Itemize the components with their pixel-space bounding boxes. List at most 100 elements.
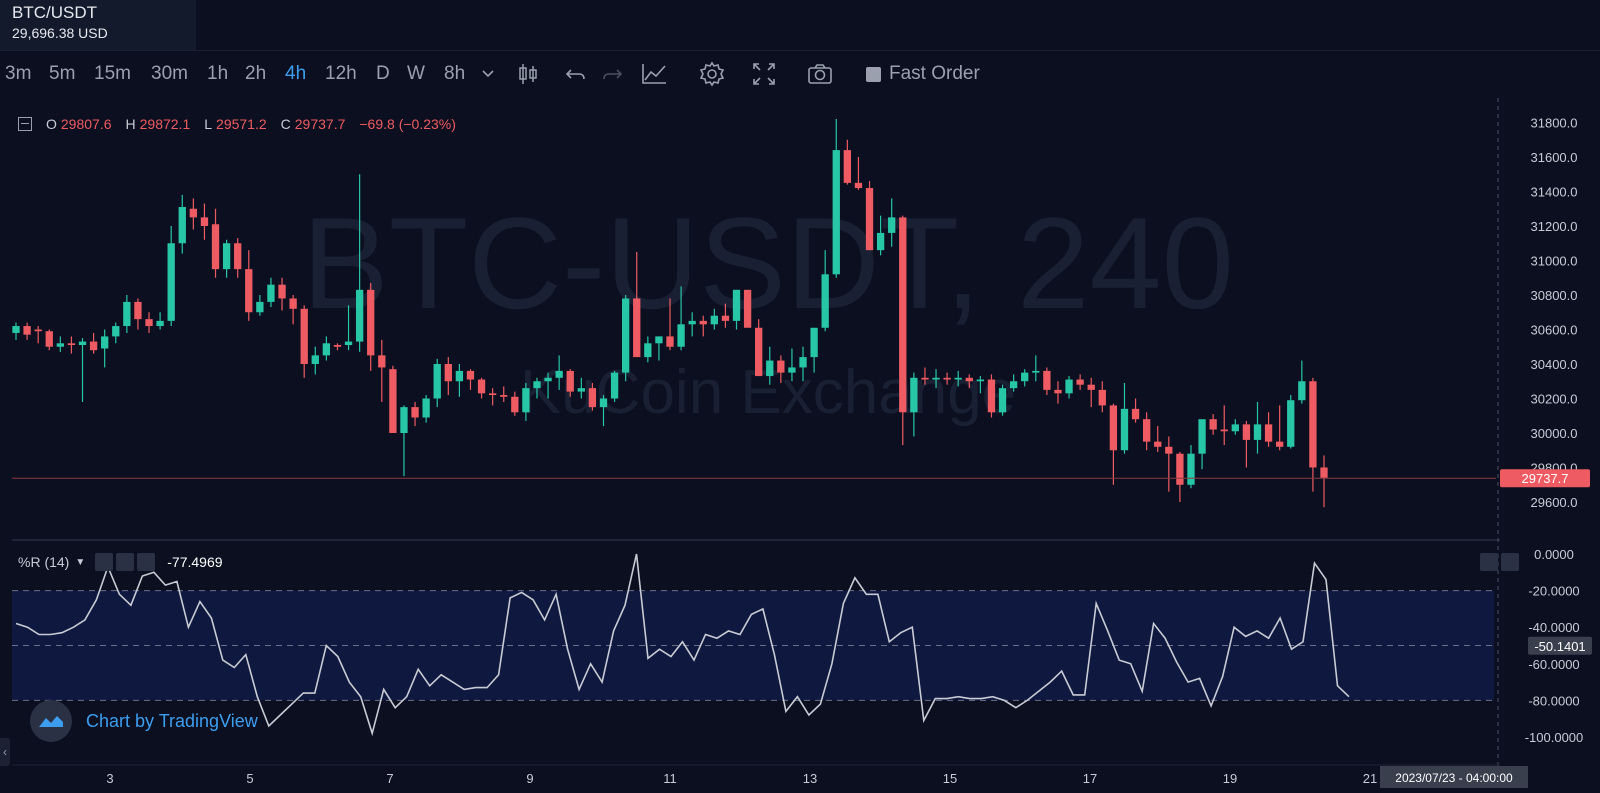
ticker-panel[interactable]: BTC/USDT 29,696.38 USD xyxy=(0,0,196,50)
date-tick-label: 3 xyxy=(106,771,113,786)
gear-icon[interactable] xyxy=(698,60,726,88)
candle xyxy=(821,250,829,332)
candle xyxy=(633,251,641,358)
date-tick-label: 7 xyxy=(386,771,393,786)
candle xyxy=(998,384,1007,416)
timeframe-15m[interactable]: 15m xyxy=(94,63,131,84)
candlestick-icon[interactable] xyxy=(514,60,542,88)
candle-body xyxy=(23,326,31,335)
price-chart[interactable]: BTC-USDT, 240 KuCoin Exchange 31800.0316… xyxy=(0,94,1600,793)
candle xyxy=(267,277,275,308)
timeframe-8h[interactable]: 8h xyxy=(444,63,466,84)
candle xyxy=(101,329,109,368)
candle-body xyxy=(1187,453,1195,485)
candle xyxy=(367,282,375,371)
candle-body xyxy=(311,355,319,364)
candle-body xyxy=(1287,400,1295,447)
candle xyxy=(45,329,53,351)
candle xyxy=(411,401,419,427)
candle xyxy=(1120,382,1129,454)
undo-icon[interactable] xyxy=(562,60,590,88)
caret-down-icon[interactable]: ▼ xyxy=(75,556,86,568)
candle xyxy=(843,139,852,185)
candle-body xyxy=(167,243,175,321)
candle-body xyxy=(411,407,419,418)
low-value: 29571.2 xyxy=(216,116,267,132)
timeframe-w[interactable]: W xyxy=(407,63,425,84)
fast-order-label: Fast Order xyxy=(889,63,980,84)
timeframe-3m[interactable]: 3m xyxy=(5,63,32,84)
chevron-down-icon[interactable] xyxy=(474,60,502,88)
candle-body xyxy=(1253,424,1262,440)
fast-order-checkbox[interactable] xyxy=(866,66,881,82)
timeframe-4h[interactable]: 4h xyxy=(285,63,307,84)
fast-order-toggle[interactable]: Fast Order xyxy=(866,63,980,85)
timeframe-d[interactable]: D xyxy=(376,63,390,84)
maximize-pane-icon[interactable] xyxy=(1480,553,1498,571)
candle-body xyxy=(1165,446,1173,454)
date-tick-label: 9 xyxy=(526,771,533,786)
timeframe-30m[interactable]: 30m xyxy=(151,63,188,84)
indicators-icon[interactable] xyxy=(640,60,668,88)
candle-body xyxy=(721,315,730,321)
eye-icon[interactable] xyxy=(95,553,114,571)
candle-body xyxy=(710,315,718,325)
indicator-tick-label: -60.0000 xyxy=(1528,657,1579,672)
settings-icon[interactable] xyxy=(116,553,135,571)
candle xyxy=(466,369,475,390)
candle-body xyxy=(755,327,763,377)
high-label: H xyxy=(125,116,136,132)
candle xyxy=(1109,403,1118,485)
ohlc-legend: O 29807.6 H 29872.1 L 29571.2 C 29737.7 … xyxy=(18,116,466,132)
camera-icon[interactable] xyxy=(806,60,834,88)
side-panel-handle[interactable]: ‹ xyxy=(0,738,10,766)
candle xyxy=(444,357,452,396)
candle-body xyxy=(1154,441,1162,447)
fullscreen-icon[interactable] xyxy=(750,60,778,88)
candle xyxy=(234,238,242,278)
candle-body xyxy=(1032,370,1040,373)
candle-body xyxy=(78,341,87,346)
candle xyxy=(500,386,508,402)
tradingview-attribution[interactable]: Chart by TradingView xyxy=(30,700,258,742)
collapse-icon[interactable] xyxy=(18,117,32,131)
candle-body xyxy=(910,377,918,413)
candle-body xyxy=(433,364,441,399)
pane-controls xyxy=(1480,553,1519,571)
candle xyxy=(721,303,730,328)
timeframe-12h[interactable]: 12h xyxy=(325,63,357,84)
candle xyxy=(710,308,718,330)
last-price-badge xyxy=(1500,469,1590,488)
candle xyxy=(1287,395,1295,449)
candle-body xyxy=(566,370,574,392)
candle-body xyxy=(987,379,996,413)
candle xyxy=(222,239,231,278)
candle-body xyxy=(34,329,42,332)
candle-body xyxy=(1298,381,1306,401)
timeframe-2h[interactable]: 2h xyxy=(245,63,267,84)
candle-body xyxy=(743,289,752,328)
price-tick-label: 30200.0 xyxy=(1531,392,1578,407)
price-tick-label: 30400.0 xyxy=(1531,357,1578,372)
redo-icon[interactable] xyxy=(598,60,626,88)
candle-body xyxy=(245,269,253,313)
candle-body xyxy=(622,298,630,373)
candle xyxy=(112,322,120,344)
candle-body xyxy=(477,379,486,394)
candle xyxy=(23,322,31,340)
candle-body xyxy=(112,326,120,337)
candle xyxy=(688,312,696,337)
remove-icon[interactable] xyxy=(137,553,156,571)
timeframe-1h[interactable]: 1h xyxy=(207,63,229,84)
candle-body xyxy=(865,188,874,251)
candle xyxy=(1131,398,1140,423)
date-tick-label: 19 xyxy=(1223,771,1237,786)
timeframe-5m[interactable]: 5m xyxy=(49,63,76,84)
candle-body xyxy=(799,357,807,368)
indicator-name[interactable]: %R (14) xyxy=(18,554,70,570)
candle xyxy=(123,295,131,333)
candle xyxy=(455,364,464,397)
close-value: 29737.7 xyxy=(294,116,346,132)
pane-menu-icon[interactable] xyxy=(1501,553,1519,571)
candle-body xyxy=(644,343,652,358)
